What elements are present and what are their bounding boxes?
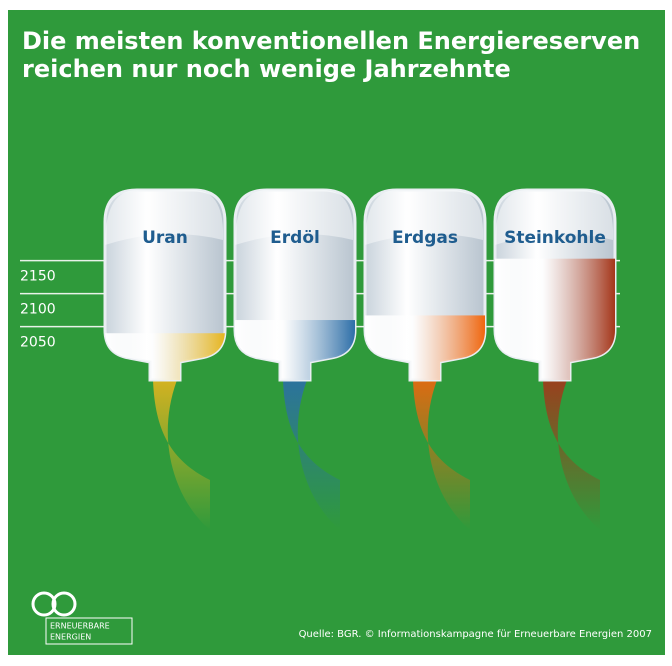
title-line: reichen nur noch wenige Jahrzehnte (22, 55, 511, 83)
x-tick-label: Erdgas (392, 228, 458, 248)
y-tick-label: 2100 (20, 302, 56, 318)
y-tick-label: 2050 (20, 335, 56, 351)
logo-text: ERNEUERBARE (50, 622, 110, 631)
logo-text: ENERGIEN (50, 633, 91, 642)
source: Quelle: BGR. © Informationskampagne für … (299, 629, 652, 640)
x-tick-label: Uran (142, 228, 188, 248)
y-tick-label: 2150 (20, 269, 56, 285)
title-line: Die meisten konventionellen Energiereser… (22, 27, 640, 55)
chart: Die meisten konventionellen Energiereser… (0, 0, 672, 662)
x-tick-label: Steinkohle (504, 228, 606, 248)
x-tick-label: Erdöl (270, 228, 320, 248)
